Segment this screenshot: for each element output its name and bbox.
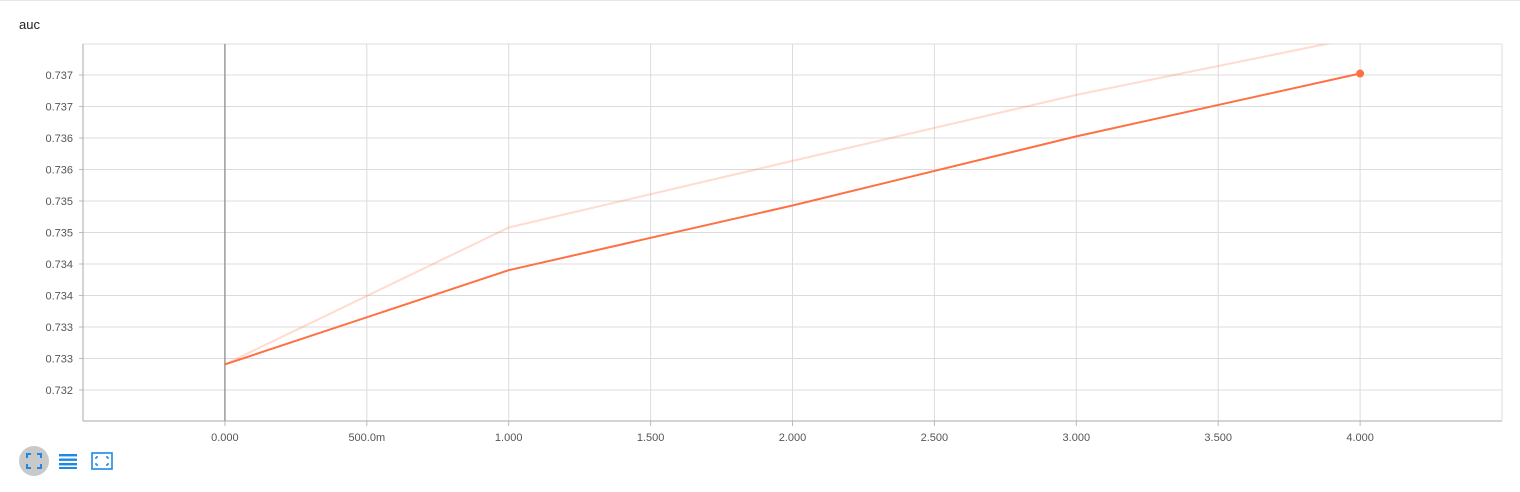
series-line-smoothed: [224, 72, 1361, 366]
x-tick-label: 2.500: [921, 432, 949, 444]
y-tick-label: 0.735: [45, 228, 73, 240]
x-tick-label: 0.000: [211, 432, 239, 444]
y-tick-label: 0.732: [45, 385, 73, 397]
y-tick-label: 0.734: [45, 291, 73, 303]
chart-toolbar: [19, 446, 121, 476]
list-icon: [59, 454, 77, 469]
x-tick-label: 2.000: [779, 432, 807, 444]
fullscreen-icon: [26, 453, 42, 469]
y-tick-label: 0.737: [45, 102, 73, 114]
x-tick-label: 3.500: [1204, 432, 1232, 444]
series-end-point: [1356, 69, 1365, 78]
fullscreen-button[interactable]: [19, 446, 49, 476]
x-tick-label: 500.0m: [348, 432, 385, 444]
line-chart[interactable]: 0.732 0.733 0.733 0.734 0.734 0.735 0.735 0.736…: [0, 0, 1520, 445]
series-line-raw: [224, 44, 1332, 366]
x-tick-label: 1.500: [637, 432, 665, 444]
y-tick-label: 0.733: [45, 322, 73, 334]
fit-domain-button[interactable]: [87, 446, 117, 476]
chart-title: auc: [19, 17, 40, 32]
y-tick-label: 0.736: [45, 133, 73, 145]
x-tick-label: 1.000: [495, 432, 523, 444]
y-tick-label: 0.733: [45, 354, 73, 366]
top-divider: [0, 0, 1520, 1]
fit-domain-icon: [91, 452, 113, 470]
x-tick-label: 4.000: [1346, 432, 1374, 444]
y-tick-label: 0.736: [45, 165, 73, 177]
y-tick-label: 0.734: [45, 259, 73, 271]
toggle-log-scale-button[interactable]: [53, 446, 83, 476]
x-tick-label: 3.000: [1063, 432, 1091, 444]
y-tick-label: 0.737: [45, 70, 73, 82]
y-tick-label: 0.735: [45, 196, 73, 208]
